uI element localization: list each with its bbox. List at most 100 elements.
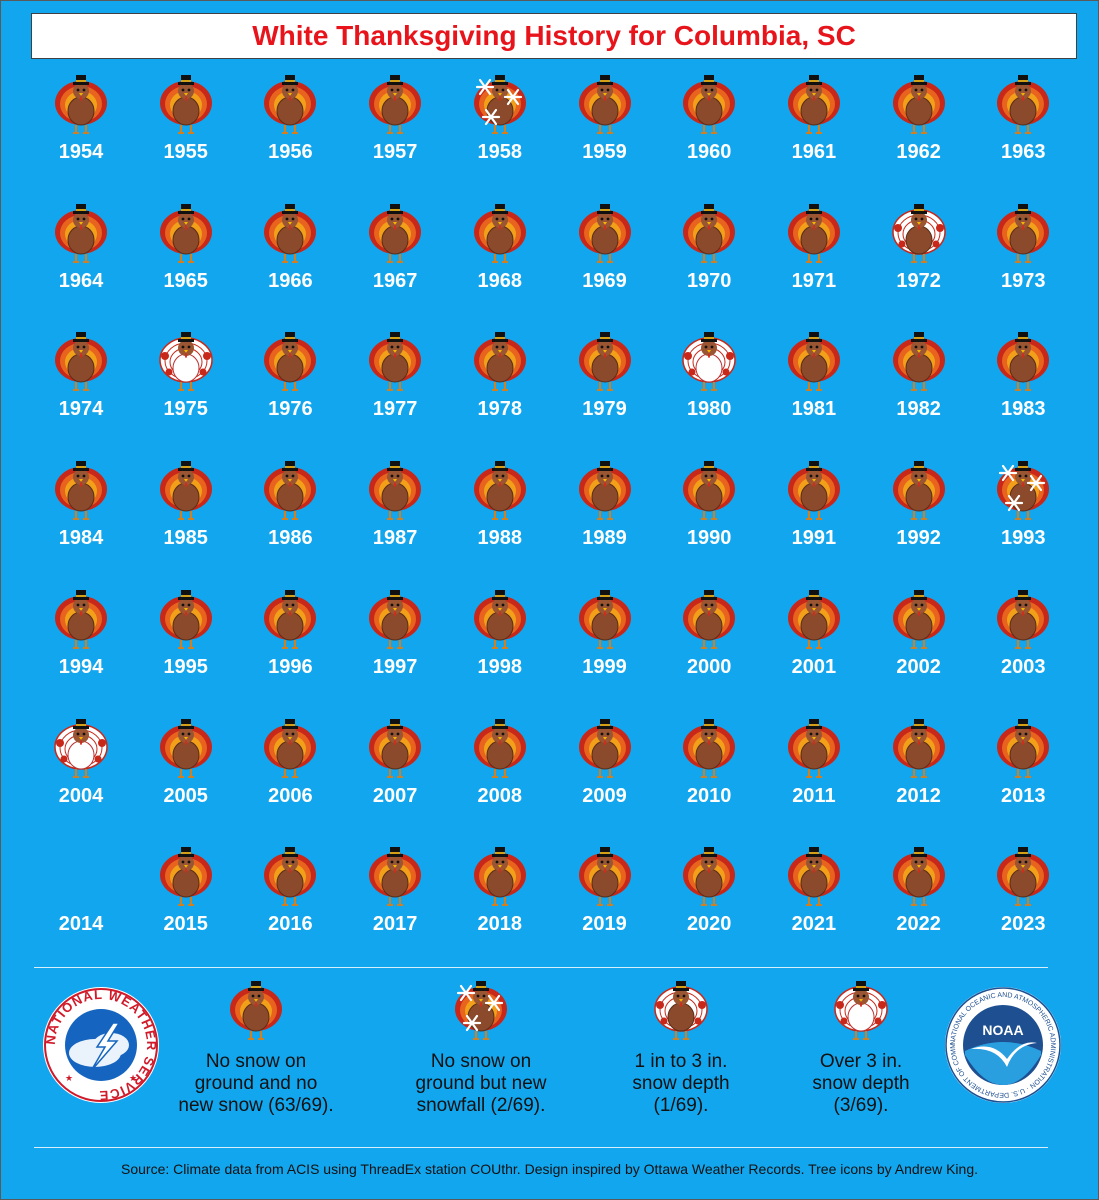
turkey-icon — [578, 73, 632, 137]
year-cell: 1985 — [134, 459, 238, 579]
year-cell: 1964 — [29, 202, 133, 322]
year-cell: 1988 — [448, 459, 552, 579]
year-label: 1975 — [163, 398, 208, 421]
legend-item: 1 in to 3 in. snow depth (1/69). — [591, 979, 771, 1117]
year-label: 2022 — [896, 913, 941, 936]
year-cell: 1969 — [553, 202, 657, 322]
year-cell: 1979 — [553, 330, 657, 450]
year-cell: 1982 — [867, 330, 971, 450]
year-label: 1970 — [686, 269, 732, 292]
legend-text: 1 in to 3 in. snow depth (1/69). — [591, 1051, 771, 1117]
year-cell: 1959 — [553, 73, 657, 193]
turkey-icon — [368, 845, 422, 909]
year-cell: 1960 — [657, 73, 761, 193]
year-cell: 1984 — [29, 459, 133, 579]
divider-bottom — [34, 1147, 1048, 1148]
turkey-icon — [682, 845, 736, 909]
year-cell: 1995 — [134, 588, 238, 708]
year-label: 1998 — [477, 655, 523, 678]
turkey-icon — [682, 459, 736, 523]
turkey-icon — [682, 588, 736, 652]
turkey-icon — [996, 73, 1050, 137]
source-credit: Source: Climate data from ACIS using Thr… — [121, 1161, 978, 1177]
year-label: 1979 — [582, 398, 627, 421]
turkey-icon — [892, 717, 946, 781]
year-cell: 1970 — [657, 202, 761, 322]
legend-text-line: Over 3 in. — [819, 1051, 903, 1072]
year-label: 2013 — [1001, 784, 1046, 807]
noaa-logo-text: NOAA — [982, 1022, 1023, 1038]
year-cell: 2016 — [238, 845, 342, 965]
year-label: 1972 — [896, 269, 941, 292]
turkey-icon — [473, 330, 527, 394]
year-cell: 1965 — [134, 202, 238, 322]
year-label: 1971 — [791, 269, 837, 292]
year-cell: 1957 — [343, 73, 447, 193]
year-label: 1989 — [582, 527, 627, 550]
year-cell: 1973 — [971, 202, 1075, 322]
year-label: 2005 — [163, 784, 208, 807]
year-cell: 2017 — [343, 845, 447, 965]
year-cell: 1961 — [762, 73, 866, 193]
turkey-icon — [892, 330, 946, 394]
year-cell: 1976 — [238, 330, 342, 450]
white-turkey-icon — [891, 202, 946, 266]
turkey-icon — [578, 845, 632, 909]
turkey-icon — [996, 202, 1050, 266]
year-label: 1983 — [1001, 398, 1046, 421]
year-cell: 1966 — [238, 202, 342, 322]
year-cell: 1992 — [867, 459, 971, 579]
turkey-icon — [368, 202, 422, 266]
year-label: 1969 — [582, 269, 627, 292]
year-cell: 2011 — [762, 717, 866, 837]
turkey-icon — [263, 73, 317, 137]
year-cell: 1975 — [134, 330, 238, 450]
year-cell: 2020 — [657, 845, 761, 965]
turkey-icon — [368, 330, 422, 394]
year-label: 2001 — [791, 655, 837, 678]
year-label: 2003 — [1001, 655, 1046, 678]
year-cell: 2004 — [29, 717, 133, 837]
year-label: 1993 — [1001, 527, 1046, 550]
year-label: 1978 — [477, 398, 523, 421]
year-label: 2021 — [791, 913, 837, 936]
year-label: 1994 — [58, 655, 104, 678]
year-label: 1985 — [163, 527, 208, 550]
legend-text: No snow on ground but new snowfall (2/69). — [391, 1051, 571, 1117]
legend-text: Over 3 in. snow depth (3/69). — [771, 1051, 951, 1117]
year-label: 2008 — [477, 784, 523, 807]
legend-text-line: (3/69). — [833, 1095, 889, 1116]
year-label: 1960 — [686, 141, 732, 163]
year-cell: 1990 — [657, 459, 761, 579]
year-label: 1999 — [582, 655, 627, 678]
white-turkey-icon — [654, 979, 708, 1043]
turkey-icon — [54, 202, 108, 266]
turkey-icon — [473, 717, 527, 781]
year-cell: 1972 — [867, 202, 971, 322]
year-cell: 2014 — [29, 845, 133, 965]
turkey-icon — [787, 330, 841, 394]
year-label: 1991 — [791, 527, 837, 550]
year-cell: 1981 — [762, 330, 866, 450]
turkey-icon — [787, 845, 841, 909]
year-label: 1981 — [791, 398, 837, 421]
year-cell: 2021 — [762, 845, 866, 965]
legend-text-line: snowfall (2/69). — [416, 1095, 546, 1116]
year-cell: 2005 — [134, 717, 238, 837]
legend-text-line: snow depth — [812, 1073, 910, 1094]
year-cell: 1977 — [343, 330, 447, 450]
year-cell: 1994 — [29, 588, 133, 708]
turkey-icon — [263, 845, 317, 909]
year-cell: 2003 — [971, 588, 1075, 708]
year-label: 1976 — [268, 398, 313, 421]
legend-item: No snow on ground and no new snow (63/69). — [166, 979, 346, 1117]
year-label: 1990 — [686, 527, 732, 550]
title-box: White Thanksgiving History for Columbia,… — [31, 13, 1077, 59]
year-label: 2017 — [372, 913, 418, 936]
turkey-icon — [473, 202, 527, 266]
turkey-icon — [578, 717, 632, 781]
turkey-icon — [263, 588, 317, 652]
turkey-icon — [787, 717, 841, 781]
year-cell: 1987 — [343, 459, 447, 579]
turkey-icon — [892, 588, 946, 652]
